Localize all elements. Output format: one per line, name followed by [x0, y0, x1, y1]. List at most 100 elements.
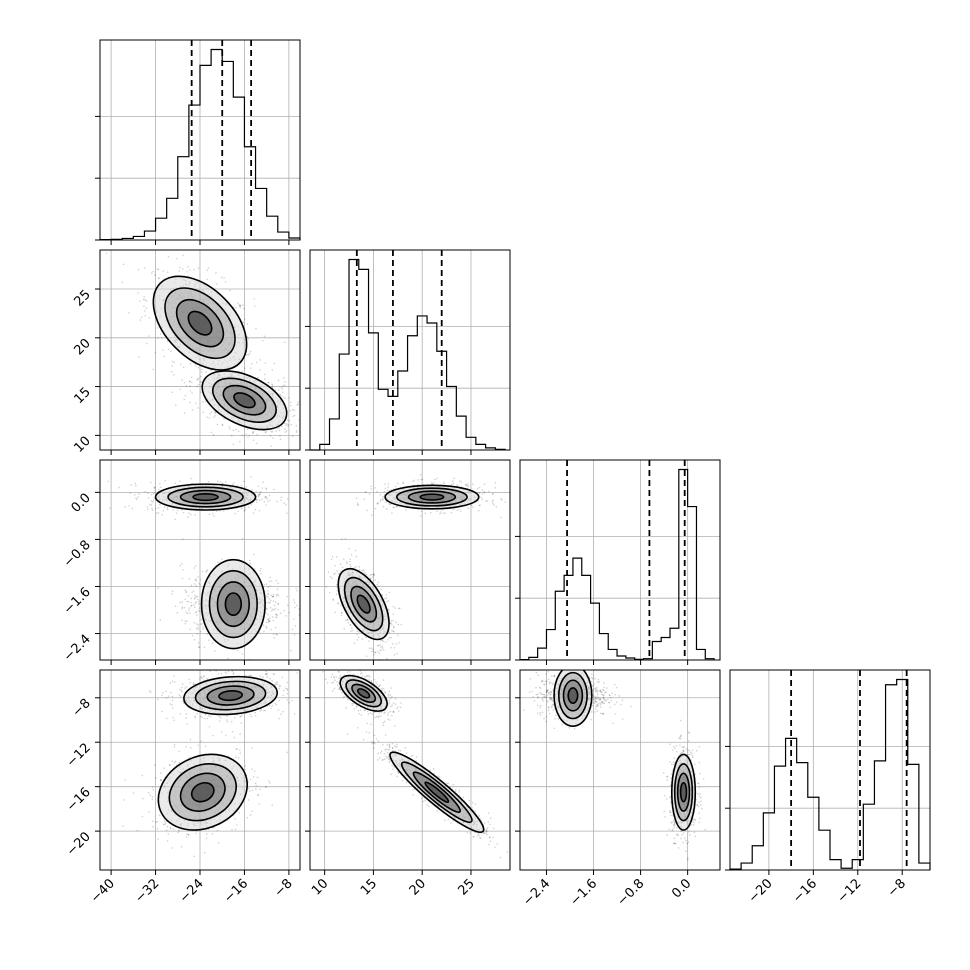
- sample-point: [198, 582, 200, 585]
- sample-point: [467, 485, 470, 487]
- sample-point: [332, 599, 335, 601]
- sample-point: [335, 593, 338, 595]
- sample-point: [370, 485, 372, 488]
- sample-point: [139, 300, 141, 302]
- sample-point: [430, 482, 433, 484]
- sample-point: [483, 491, 486, 494]
- y-tick-label: −1.6: [61, 585, 94, 618]
- sample-point: [245, 674, 247, 677]
- sample-point: [187, 516, 189, 518]
- histogram-step: [310, 258, 506, 451]
- y-tick-label: 15: [72, 385, 94, 407]
- sample-point: [248, 434, 250, 437]
- sample-point: [143, 305, 145, 308]
- sample-point: [205, 371, 207, 373]
- sample-point: [275, 613, 278, 616]
- sample-point: [369, 574, 371, 577]
- sample-point: [197, 383, 200, 386]
- sample-point: [301, 422, 303, 424]
- sample-point: [221, 424, 224, 427]
- sample-point: [194, 579, 197, 582]
- sample-point: [387, 483, 390, 485]
- sample-point: [182, 700, 184, 702]
- sample-point: [208, 639, 210, 641]
- sample-point: [271, 705, 273, 707]
- sample-point: [178, 694, 181, 696]
- sample-point: [266, 676, 269, 678]
- contour-line: [192, 493, 219, 502]
- sample-point: [151, 500, 154, 503]
- sample-point: [190, 362, 192, 365]
- sample-point: [212, 433, 215, 436]
- sample-point: [151, 509, 154, 512]
- sample-point: [138, 356, 140, 358]
- sample-point: [387, 486, 390, 488]
- sample-point: [256, 361, 258, 364]
- density-fill: [225, 593, 242, 616]
- sample-point: [388, 609, 390, 612]
- sample-point: [276, 634, 278, 636]
- sample-point: [136, 498, 138, 501]
- sample-point: [185, 686, 188, 688]
- sample-point: [331, 577, 333, 579]
- sample-point: [251, 489, 253, 491]
- sample-point: [183, 606, 186, 609]
- sample-point: [385, 594, 387, 596]
- sample-point: [200, 676, 203, 678]
- sample-point: [236, 484, 239, 487]
- sample-point: [242, 321, 245, 324]
- sample-point: [180, 689, 183, 692]
- sample-point: [220, 730, 223, 733]
- sample-point: [467, 483, 469, 485]
- sample-point: [196, 633, 199, 635]
- sample-point: [195, 595, 198, 598]
- sample-point: [492, 499, 494, 501]
- sample-point: [295, 424, 298, 427]
- sample-point: [145, 300, 148, 302]
- sample-point: [271, 384, 274, 387]
- sample-point: [482, 493, 484, 495]
- sample-point: [280, 386, 283, 389]
- sample-point: [235, 306, 237, 309]
- sample-point: [190, 601, 192, 604]
- sample-point: [353, 642, 356, 644]
- sample-point: [181, 268, 184, 270]
- sample-point: [266, 497, 268, 500]
- sample-point: [297, 401, 300, 403]
- sample-point: [232, 429, 235, 432]
- sample-point: [190, 605, 193, 607]
- sample-point: [188, 380, 191, 383]
- sample-point: [372, 573, 375, 576]
- sample-point: [155, 512, 158, 515]
- sample-point: [233, 717, 236, 719]
- sample-point: [478, 504, 481, 507]
- sample-point: [261, 487, 264, 489]
- sample-point: [392, 630, 395, 633]
- contour-line: [216, 581, 251, 628]
- sample-point: [470, 504, 473, 507]
- sample-point: [187, 266, 189, 268]
- sample-point: [174, 681, 176, 683]
- sample-point: [381, 594, 384, 596]
- sample-point: [348, 547, 351, 550]
- sample-point: [279, 435, 281, 437]
- sample-point: [277, 608, 279, 611]
- sample-point: [384, 487, 387, 490]
- sample-point: [293, 414, 296, 417]
- sample-point: [283, 609, 285, 612]
- sample-point: [266, 608, 268, 610]
- contour-line: [208, 569, 258, 639]
- sample-point: [479, 504, 481, 506]
- sample-point: [286, 681, 288, 684]
- sample-point: [381, 645, 384, 648]
- sample-point: [255, 501, 258, 504]
- sample-point: [341, 566, 344, 569]
- sample-point: [388, 637, 391, 639]
- sample-point: [370, 488, 372, 490]
- sample-point: [355, 565, 357, 568]
- sample-point: [249, 562, 252, 564]
- panel-contents: [105, 252, 303, 447]
- sample-point: [335, 556, 338, 558]
- scatter-panel-p0-p3: −40 −32 −24 −16 −8−20−16−12−8: [64, 669, 301, 906]
